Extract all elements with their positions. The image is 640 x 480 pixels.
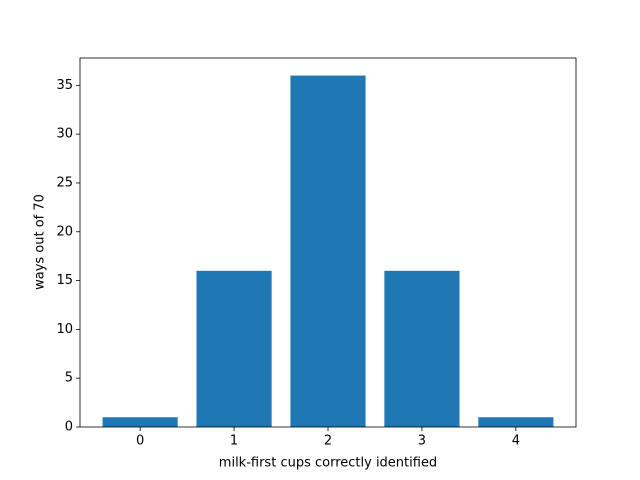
- x-axis-label: milk-first cups correctly identified: [219, 456, 437, 471]
- y-tick-label: 5: [65, 371, 73, 386]
- y-tick-label: 0: [65, 420, 73, 435]
- x-tick-label: 0: [136, 434, 144, 449]
- y-tick-label: 35: [56, 78, 73, 93]
- bar: [478, 417, 554, 427]
- x-tick-label: 3: [418, 434, 426, 449]
- y-tick-label: 10: [56, 322, 73, 337]
- y-tick-label: 25: [56, 175, 73, 190]
- bar: [102, 417, 178, 427]
- x-tick-label: 4: [512, 434, 520, 449]
- y-axis-label: ways out of 70: [33, 194, 48, 290]
- bar: [196, 270, 272, 427]
- bar: [290, 75, 366, 428]
- axes-frame: [79, 57, 577, 428]
- x-tick-label: 1: [230, 434, 238, 449]
- y-tick-label: 20: [56, 224, 73, 239]
- bar: [384, 270, 460, 427]
- x-tick-label: 2: [324, 434, 332, 449]
- y-tick-label: 15: [56, 273, 73, 288]
- y-tick-label: 30: [56, 127, 73, 142]
